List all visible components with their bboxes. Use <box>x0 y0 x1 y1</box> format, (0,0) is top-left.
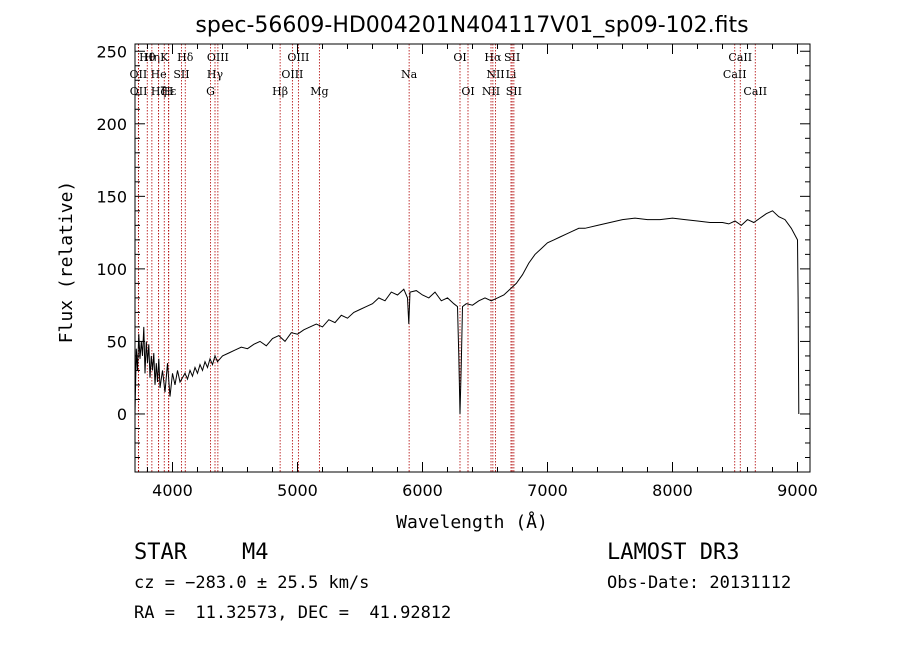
line-marker-label: NII <box>486 68 504 81</box>
line-marker-label: OIII <box>287 51 309 64</box>
axes: 4000 5000 6000 7000 8000 9000 0 50 100 150 200 250 <box>96 42 817 500</box>
line-marker-label: Mg <box>310 85 328 98</box>
plot-frame <box>134 43 811 473</box>
x-axis-label: Wavelength (Å) <box>396 511 548 533</box>
line-marker-label: SII <box>506 85 522 98</box>
observation-date: Obs-Date: 20131112 <box>607 573 792 593</box>
line-marker-label: Hη <box>144 51 160 64</box>
line-marker-label: G <box>206 85 215 98</box>
redshift-velocity: cz = −283.0 ± 25.5 km/s <box>134 573 370 593</box>
survey-name: LAMOST DR3 <box>607 540 740 565</box>
x-tick-label: 8000 <box>652 481 693 500</box>
line-marker-label: Na <box>401 68 418 81</box>
line-marker-label: H <box>164 85 174 98</box>
line-marker-label: OI <box>461 85 474 98</box>
y-axis-label: Flux (relative) <box>56 181 77 344</box>
object-subclass: M4 <box>242 540 269 565</box>
line-marker-label: SII <box>173 68 189 81</box>
x-tick-label: 5000 <box>277 481 318 500</box>
line-marker-label: OIII <box>207 51 229 64</box>
line-marker-label: Hβ <box>272 85 288 98</box>
line-marker-label: Hζ <box>151 85 167 98</box>
line-marker-label: CaII <box>728 51 752 64</box>
y-tick-label: 50 <box>107 332 127 351</box>
y-tick-label: 100 <box>96 260 127 279</box>
y-tick-label: 150 <box>96 187 127 206</box>
x-tick-label: 6000 <box>402 481 443 500</box>
line-marker-label: Hε <box>161 85 177 98</box>
line-marker-label: Hα <box>484 51 502 64</box>
object-class: STAR <box>134 540 187 565</box>
line-marker-label: Hγ <box>207 68 224 81</box>
line-marker-label: CaII <box>723 68 747 81</box>
chart-title: spec-56609-HD004201N404117V01_sp09-102.f… <box>195 13 748 38</box>
line-marker-label: OI <box>453 51 466 64</box>
line-marker-label: K <box>160 51 169 64</box>
x-tick-label: 9000 <box>777 481 818 500</box>
coordinates: RA = 11.32573, DEC = 41.92812 <box>134 603 452 623</box>
line-marker-label: CaII <box>743 85 767 98</box>
y-tick-label: 250 <box>96 42 127 61</box>
y-tick-label: 200 <box>96 115 127 134</box>
x-tick-label: 4000 <box>152 481 193 500</box>
spectrum-line <box>134 210 800 415</box>
y-tick-label: 0 <box>117 405 127 424</box>
line-marker-label: OII <box>130 85 148 98</box>
line-marker-label: OIII <box>281 68 303 81</box>
line-marker-label: Hδ <box>177 51 194 64</box>
line-marker-label: SII <box>504 51 520 64</box>
line-marker-label: NII <box>482 85 500 98</box>
x-tick-label: 7000 <box>527 481 568 500</box>
line-marker-label: Li <box>506 68 517 81</box>
spectrum-series <box>134 210 800 415</box>
